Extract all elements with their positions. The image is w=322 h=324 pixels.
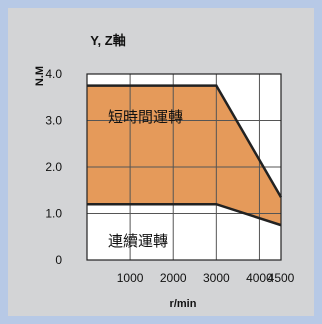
y-tick-label: 2.0 <box>45 160 62 174</box>
x-axis-label: r/min <box>170 298 197 310</box>
x-tick-label: 2000 <box>160 271 187 285</box>
y-axis-label: N.M <box>34 66 46 86</box>
short-time-line <box>87 84 283 198</box>
continuous-line <box>87 202 282 227</box>
y-tick-label: 1.0 <box>45 207 62 221</box>
x-tick-label: 1000 <box>117 271 144 285</box>
y-tick-label: 0 <box>55 253 62 267</box>
plot-frame <box>86 73 282 261</box>
x-tick-label: 4500 <box>268 271 295 285</box>
continuous-annotation: 連續運轉 <box>108 233 168 250</box>
chart-title: Y, Z軸 <box>90 33 125 48</box>
y-tick-label: 3.0 <box>45 114 62 128</box>
x-tick-label: 3000 <box>203 271 230 285</box>
x-tick-label: 4000 <box>246 271 273 285</box>
short-time-annotation: 短時間運轉 <box>108 109 183 126</box>
y-tick-label: 4.0 <box>45 67 62 81</box>
